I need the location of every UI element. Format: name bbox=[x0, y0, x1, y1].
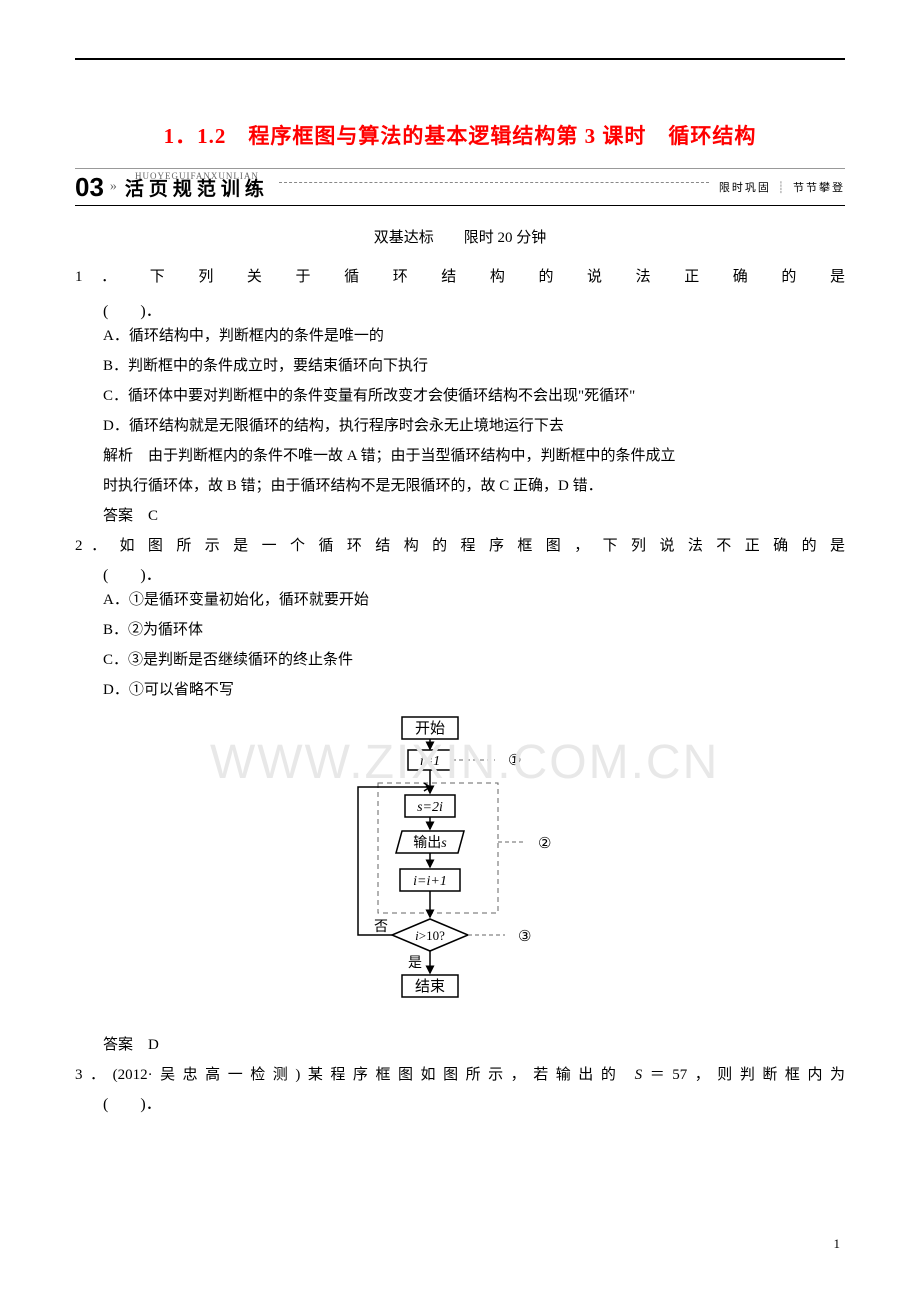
flowchart-diagram: 开始 i=1 ① s=2i 输出s ② i=i+1 i>10? ③ 否 bbox=[330, 715, 590, 1015]
q1-answer: 答案 C bbox=[75, 501, 845, 531]
q1-optC: C．循环体中要对判断框中的条件变量有所改变才会使循环结构不会出现"死循环" bbox=[75, 381, 845, 411]
top-border bbox=[75, 58, 845, 60]
q1-analysis-2: 时执行循环体，故 B 错；由于循环结构不是无限循环的，故 C 正确，D 错． bbox=[75, 471, 845, 501]
fc-body1: s=2i bbox=[417, 800, 443, 815]
fc-end: 结束 bbox=[415, 978, 445, 995]
q3-paren: ( )． bbox=[75, 1090, 845, 1114]
q3-pre: 3．(2012·吴忠高一检测)某程序框图如图所示，若输出的 bbox=[75, 1067, 635, 1083]
banner-pinyin: HUOYEGUIFANXUNLIAN bbox=[135, 171, 259, 181]
subtitle: 双基达标 限时 20 分钟 bbox=[75, 226, 845, 247]
page-content: 1．1.2 程序框图与算法的基本逻辑结构第 3 课时 循环结构 03 » HUO… bbox=[75, 120, 845, 1114]
banner-dots bbox=[279, 182, 709, 183]
fc-cond: i>10? bbox=[415, 928, 445, 943]
q2-optB: B．②为循环体 bbox=[75, 615, 845, 645]
q1-optA: A．循环结构中，判断框内的条件是唯一的 bbox=[75, 321, 845, 351]
q2-optA: A．①是循环变量初始化，循环就要开始 bbox=[75, 585, 845, 615]
q1-optB: B．判断框中的条件成立时，要结束循环向下执行 bbox=[75, 351, 845, 381]
banner-number: 03 bbox=[75, 172, 104, 203]
q2-optC: C．③是判断是否继续循环的终止条件 bbox=[75, 645, 845, 675]
fc-label2: ② bbox=[538, 836, 551, 852]
banner-right-1: 限时巩固 bbox=[719, 182, 771, 194]
banner: 03 » HUOYEGUIFANXUNLIAN 活页规范训练 限时巩固 ┊ 节节… bbox=[75, 168, 845, 206]
fc-init: i=1 bbox=[420, 754, 440, 769]
q1-line1: 1 ． 下 列 关 于 循 环 结 构 的 说 法 正 确 的 是 bbox=[75, 262, 845, 292]
banner-right-2: 节节攀登 bbox=[793, 182, 845, 194]
fc-no: 否 bbox=[374, 920, 388, 935]
q1-analysis-1: 解析 由于判断框内的条件不唯一故 A 错；由于当型循环结构中，判断框中的条件成立 bbox=[75, 441, 845, 471]
banner-right-text: 限时巩固 ┊ 节节攀登 bbox=[719, 179, 845, 195]
fc-output: 输出s bbox=[413, 835, 447, 851]
q1-paren: ( )． bbox=[75, 297, 845, 321]
q3-post: ＝57，则判断框内为 bbox=[642, 1067, 845, 1083]
fc-yes: 是 bbox=[408, 956, 422, 971]
q1-optD: D．循环结构就是无限循环的结构，执行程序时会永无止境地运行下去 bbox=[75, 411, 845, 441]
fc-label1: ① bbox=[508, 753, 521, 769]
fc-label3: ③ bbox=[518, 929, 531, 945]
banner-arrows-icon: » bbox=[110, 179, 117, 195]
fc-inc: i=i+1 bbox=[413, 874, 447, 889]
q2-optD: D．①可以省略不写 bbox=[75, 675, 845, 705]
q2-paren: ( )． bbox=[75, 561, 845, 585]
banner-separator: ┊ bbox=[778, 182, 787, 194]
q2-answer: 答案 D bbox=[75, 1030, 845, 1060]
q3-line1: 3．(2012·吴忠高一检测)某程序框图如图所示，若输出的 S＝57，则判断框内… bbox=[75, 1060, 845, 1090]
page-number: 1 bbox=[834, 1236, 841, 1252]
q2-line1: 2 ． 如 图 所 示 是 一 个 循 环 结 构 的 程 序 框 图 ， 下 … bbox=[75, 531, 845, 561]
fc-start: 开始 bbox=[415, 720, 445, 737]
page-title: 1．1.2 程序框图与算法的基本逻辑结构第 3 课时 循环结构 bbox=[75, 120, 845, 150]
